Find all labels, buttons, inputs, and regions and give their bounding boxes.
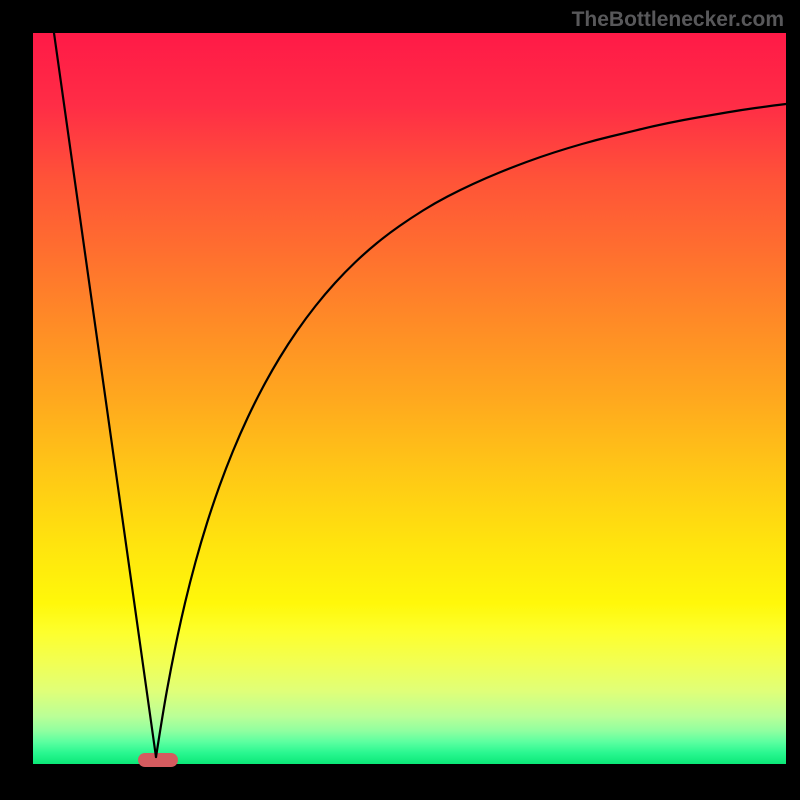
watermark-text: TheBottlenecker.com [572, 8, 784, 32]
bottleneck-chart: TheBottlenecker.com [0, 0, 800, 800]
chart-canvas [0, 0, 800, 800]
plot-area [33, 33, 786, 764]
bottleneck-marker [138, 753, 178, 767]
